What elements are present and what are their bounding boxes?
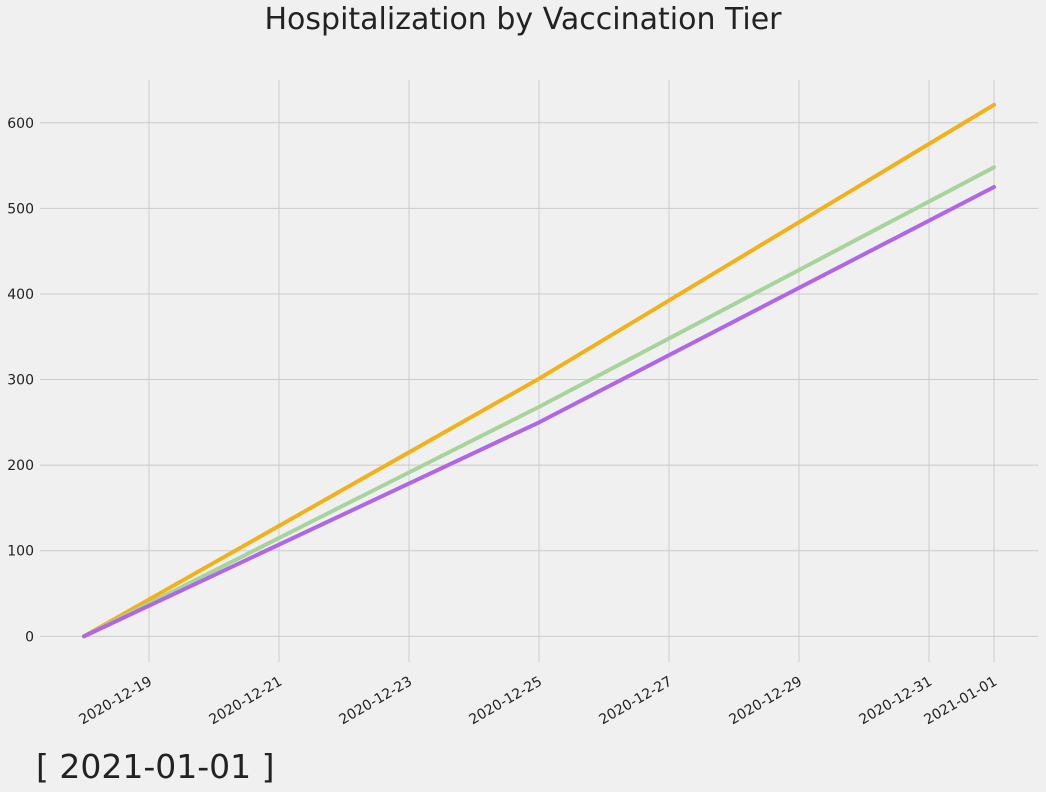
- y-tick-label: 500: [7, 201, 34, 217]
- y-tick-label: 400: [7, 287, 34, 303]
- chart-title: Hospitalization by Vaccination Tier: [264, 2, 782, 37]
- x-tick-label: 2020-12-25: [467, 674, 545, 729]
- x-axis-ticks: 2020-12-19 2020-12-21 2020-12-23 2020-12-25…: [77, 674, 1000, 729]
- y-tick-label: 100: [7, 544, 34, 560]
- x-tick-label: 2020-12-19: [77, 674, 155, 729]
- x-tick-label: 2020-12-27: [597, 674, 675, 729]
- x-tick-label: 2020-12-29: [727, 674, 805, 729]
- y-tick-label: 0: [25, 629, 34, 645]
- x-tick-label: 2020-12-21: [207, 674, 285, 729]
- y-tick-label: 200: [7, 458, 34, 474]
- x-tick-label: 2020-12-31: [857, 674, 935, 729]
- x-tick-label: 2020-12-23: [337, 674, 415, 729]
- series-line-1: [82, 102, 996, 639]
- current-date-label: [ 2021-01-01 ]: [36, 747, 275, 786]
- series-line-3: [82, 185, 996, 639]
- x-tick-label: 2021-01-01: [922, 674, 1000, 729]
- y-tick-label: 600: [7, 116, 34, 132]
- y-tick-label: 300: [7, 373, 34, 389]
- series-lines: [82, 102, 996, 639]
- series-line-2: [82, 165, 996, 639]
- grid-lines: [40, 80, 1038, 662]
- y-axis-ticks: 0 100 200 300 400 500 600: [7, 116, 34, 646]
